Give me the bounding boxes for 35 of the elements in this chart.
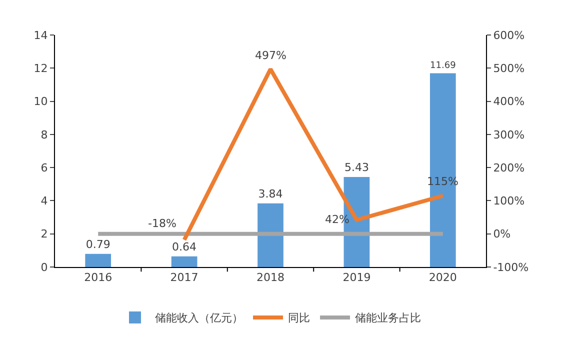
data-label: 0.64 bbox=[172, 240, 197, 254]
y-tick-label: 14 bbox=[34, 28, 48, 42]
data-label: -18% bbox=[148, 217, 176, 230]
y-tick-label: 4 bbox=[40, 194, 48, 208]
y2-tick-label: 600% bbox=[493, 28, 525, 42]
y2-tick-label: 100% bbox=[493, 194, 525, 208]
data-label: 11.69 bbox=[430, 60, 456, 71]
y2-tick-label: 500% bbox=[493, 62, 525, 75]
legend-label: 储能收入（亿元） bbox=[155, 312, 243, 325]
bar bbox=[258, 203, 284, 267]
bar bbox=[171, 256, 198, 267]
x-tick-label: 2017 bbox=[170, 271, 198, 284]
x-tick-label: 2016 bbox=[84, 271, 112, 284]
y2-tick-label: 300% bbox=[493, 128, 525, 142]
y2-tick-label: 200% bbox=[493, 161, 525, 174]
data-label: 3.84 bbox=[258, 187, 283, 200]
y2-tick-label: 400% bbox=[493, 95, 525, 108]
y-tick-label: 8 bbox=[40, 128, 48, 142]
y2-tick-label: -100% bbox=[493, 260, 529, 274]
legend-label: 同比 bbox=[288, 312, 310, 325]
y-tick-label: 0 bbox=[40, 260, 48, 274]
data-label: 5.43 bbox=[344, 161, 369, 174]
bar bbox=[430, 73, 456, 267]
y-tick-label: 10 bbox=[34, 95, 48, 108]
data-label: 497% bbox=[255, 49, 286, 62]
x-tick-label: 2020 bbox=[428, 271, 457, 284]
bar bbox=[85, 254, 112, 267]
y-tick-label: 2 bbox=[40, 228, 48, 241]
x-tick-label: 2019 bbox=[342, 271, 371, 284]
y-tick-label: 12 bbox=[34, 62, 48, 75]
y-tick-label: 6 bbox=[40, 161, 48, 174]
legend-label: 储能业务占比 bbox=[355, 312, 421, 325]
x-tick-label: 2018 bbox=[256, 271, 284, 284]
data-label: 0.79 bbox=[86, 238, 110, 251]
y2-tick-label: 0% bbox=[493, 228, 511, 241]
